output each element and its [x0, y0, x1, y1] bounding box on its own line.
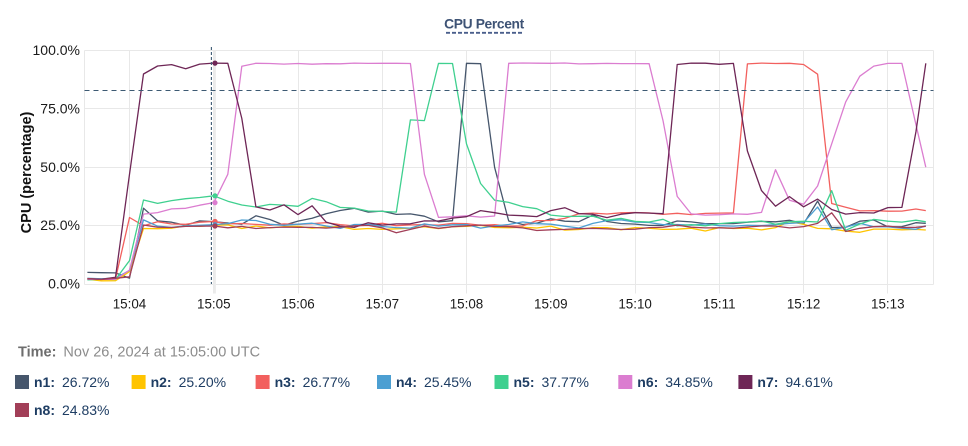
svg-text:15:12: 15:12: [787, 297, 821, 312]
svg-text:15:05: 15:05: [197, 297, 231, 312]
svg-text:15:08: 15:08: [450, 297, 484, 312]
svg-text:n3:26.77%: n3: 26.77%: [275, 374, 350, 390]
svg-text:15:11: 15:11: [703, 297, 736, 312]
svg-text:n2:25.20%: n2: 25.20%: [151, 374, 226, 390]
svg-text:n5:37.77%: n5: 37.77%: [514, 374, 589, 390]
svg-text:n7:94.61%: n7: 94.61%: [757, 374, 832, 390]
svg-text:0.0%: 0.0%: [48, 276, 80, 292]
svg-text:n1:26.72%: n1: 26.72%: [34, 374, 109, 390]
svg-text:n4:25.45%: n4: 25.45%: [396, 374, 471, 390]
svg-text:15:10: 15:10: [618, 297, 652, 312]
svg-text:15:09: 15:09: [534, 297, 568, 312]
svg-text:15:04: 15:04: [113, 297, 147, 312]
svg-text:Time:Nov 26, 2024 at 15:05:00: Time: Nov 26, 2024 at 15:05:00 UTC: [18, 345, 260, 361]
svg-text:75.0%: 75.0%: [40, 101, 80, 117]
svg-text:15:06: 15:06: [281, 297, 315, 312]
svg-text:CPU (percentage): CPU (percentage): [19, 112, 35, 234]
svg-text:15:13: 15:13: [871, 297, 905, 312]
svg-text:100.0%: 100.0%: [33, 42, 80, 58]
svg-text:CPU Percent: CPU Percent: [444, 17, 524, 32]
svg-text:n6:34.85%: n6: 34.85%: [637, 374, 712, 390]
svg-text:n8:24.83%: n8: 24.83%: [34, 402, 109, 418]
svg-text:50.0%: 50.0%: [40, 159, 80, 175]
svg-text:15:07: 15:07: [366, 297, 400, 312]
svg-text:25.0%: 25.0%: [40, 217, 80, 233]
